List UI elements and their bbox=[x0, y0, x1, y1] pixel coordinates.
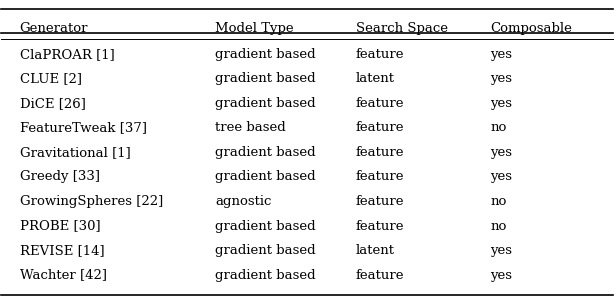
Text: gradient based: gradient based bbox=[216, 97, 316, 110]
Text: ClaPROAR [1]: ClaPROAR [1] bbox=[20, 48, 114, 61]
Text: feature: feature bbox=[356, 97, 405, 110]
Text: Wachter [42]: Wachter [42] bbox=[20, 268, 107, 281]
Text: agnostic: agnostic bbox=[216, 195, 271, 208]
Text: yes: yes bbox=[491, 268, 512, 281]
Text: gradient based: gradient based bbox=[216, 220, 316, 233]
Text: gradient based: gradient based bbox=[216, 268, 316, 281]
Text: DiCE [26]: DiCE [26] bbox=[20, 97, 85, 110]
Text: gradient based: gradient based bbox=[216, 146, 316, 159]
Text: feature: feature bbox=[356, 121, 405, 134]
Text: yes: yes bbox=[491, 170, 512, 183]
Text: gradient based: gradient based bbox=[216, 72, 316, 85]
Text: yes: yes bbox=[491, 244, 512, 257]
Text: feature: feature bbox=[356, 48, 405, 61]
Text: yes: yes bbox=[491, 146, 512, 159]
Text: latent: latent bbox=[356, 244, 395, 257]
Text: REVISE [14]: REVISE [14] bbox=[20, 244, 104, 257]
Text: CLUE [2]: CLUE [2] bbox=[20, 72, 82, 85]
Text: feature: feature bbox=[356, 268, 405, 281]
Text: GrowingSpheres [22]: GrowingSpheres [22] bbox=[20, 195, 163, 208]
Text: latent: latent bbox=[356, 72, 395, 85]
Text: Search Space: Search Space bbox=[356, 22, 448, 35]
Text: PROBE [30]: PROBE [30] bbox=[20, 220, 100, 233]
Text: Model Type: Model Type bbox=[216, 22, 294, 35]
Text: no: no bbox=[491, 195, 507, 208]
Text: feature: feature bbox=[356, 170, 405, 183]
Text: Generator: Generator bbox=[20, 22, 88, 35]
Text: tree based: tree based bbox=[216, 121, 286, 134]
Text: yes: yes bbox=[491, 72, 512, 85]
Text: no: no bbox=[491, 121, 507, 134]
Text: gradient based: gradient based bbox=[216, 244, 316, 257]
Text: gradient based: gradient based bbox=[216, 48, 316, 61]
Text: no: no bbox=[491, 220, 507, 233]
Text: gradient based: gradient based bbox=[216, 170, 316, 183]
Text: Greedy [33]: Greedy [33] bbox=[20, 170, 99, 183]
Text: Composable: Composable bbox=[491, 22, 572, 35]
Text: feature: feature bbox=[356, 146, 405, 159]
Text: Gravitational [1]: Gravitational [1] bbox=[20, 146, 131, 159]
Text: feature: feature bbox=[356, 220, 405, 233]
Text: yes: yes bbox=[491, 97, 512, 110]
Text: yes: yes bbox=[491, 48, 512, 61]
Text: feature: feature bbox=[356, 195, 405, 208]
Text: FeatureTweak [37]: FeatureTweak [37] bbox=[20, 121, 147, 134]
